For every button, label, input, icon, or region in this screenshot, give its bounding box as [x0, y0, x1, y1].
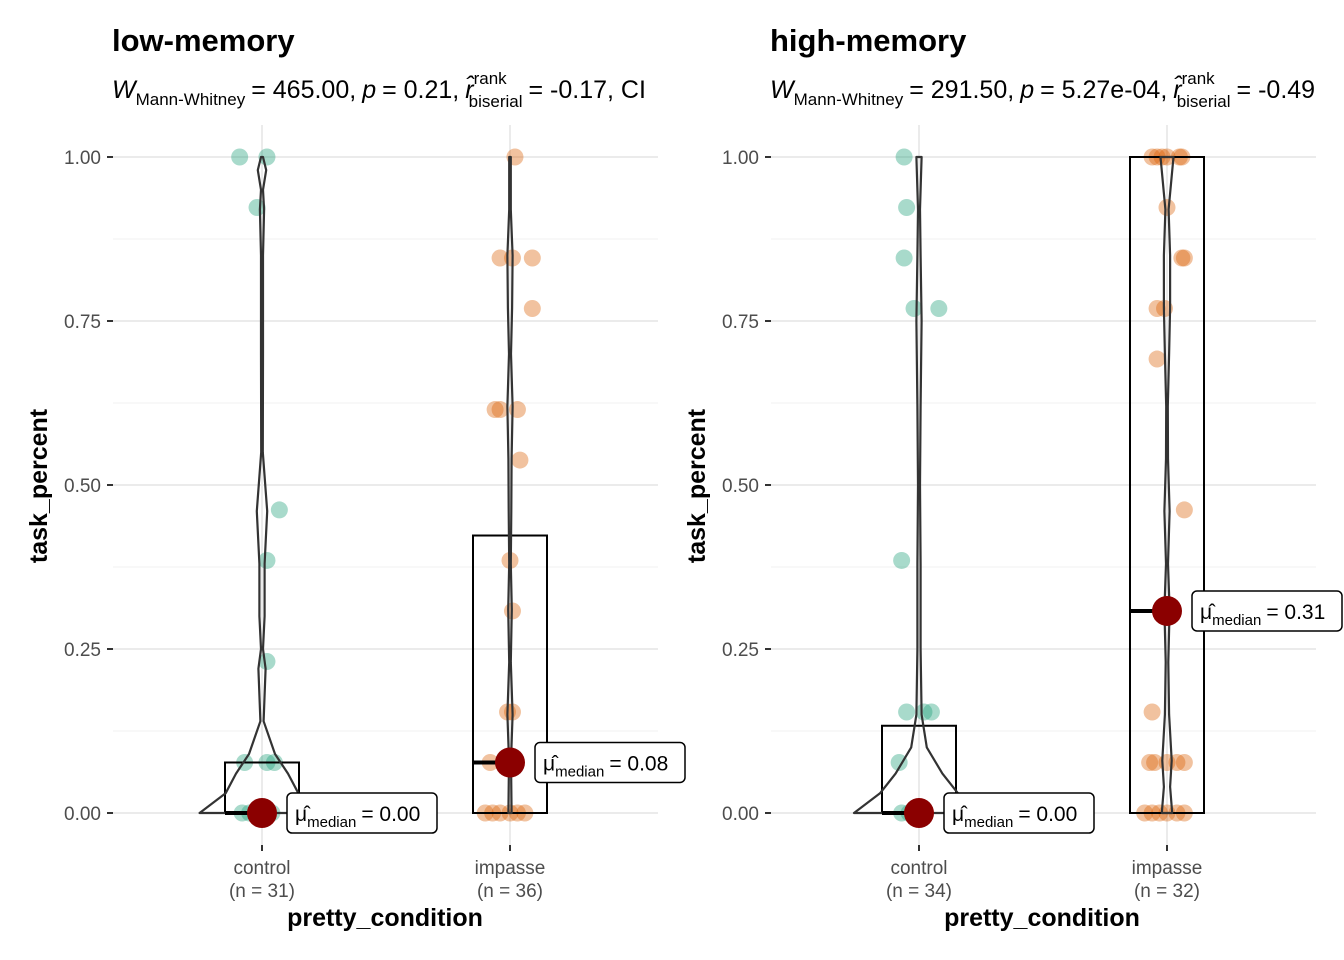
x-tick-label: impasse	[475, 858, 546, 879]
gridlines	[113, 125, 658, 845]
y-axis: 0.00 0.25 0.50 0.75 1.00	[64, 148, 113, 825]
data-point	[511, 451, 529, 469]
y-tick-label: 1.00	[722, 148, 759, 169]
data-point	[1173, 249, 1191, 267]
median-label-text: μ̂median = 0.31	[1200, 601, 1325, 629]
data-point	[523, 249, 541, 267]
y-tick-label: 0.75	[722, 312, 759, 333]
violin	[852, 155, 986, 815]
y-tick-label: 0.50	[722, 476, 759, 497]
data-point	[895, 148, 913, 166]
group-impasse: impasse(n = 36) μ̂median = 0.08	[472, 148, 686, 902]
median-point	[1152, 595, 1182, 626]
data-point	[905, 300, 923, 318]
data-point	[1175, 753, 1193, 771]
x-tick-n-label: (n = 31)	[229, 881, 295, 902]
data-point	[486, 401, 504, 419]
panel-subtitle: WMann-Whitney = 465.00, p = 0.21, r̂rank bise…	[112, 69, 646, 111]
y-tick-label: 1.00	[64, 148, 101, 169]
svg-text:WMann-Whitney= 291.50,p= 5.27e: WMann-Whitney = 291.50, p = 5.27e-04, r̂rank…	[770, 69, 1315, 111]
data-point	[890, 753, 908, 771]
violin	[198, 155, 326, 815]
plot-area: 0.00 0.25 0.50 0.75 1.00 control(n = 34) μ̂med…	[722, 125, 1343, 902]
y-axis: 0.00 0.25 0.50 0.75 1.00	[722, 148, 771, 825]
group-control: control(n = 34) μ̂median = 0.00	[852, 148, 1095, 902]
data-point	[1175, 249, 1193, 267]
data-point	[893, 551, 911, 569]
group-control: control(n = 31) μ̂median = 0.00	[198, 148, 438, 902]
median-label: μ̂median = 0.00	[286, 792, 438, 834]
svg-text:WMann-Whitney= 465.00,p= 0.21,: WMann-Whitney = 465.00, p = 0.21, r̂rank bise…	[112, 69, 646, 111]
y-tick-label: 0.75	[64, 312, 101, 333]
data-point	[1148, 350, 1166, 368]
y-tick-label: 0.00	[722, 804, 759, 825]
group-impasse: impasse(n = 32) μ̂median = 0.31	[1129, 148, 1343, 902]
data-point	[915, 703, 933, 721]
data-point	[258, 148, 276, 166]
x-tick-label: control	[233, 858, 290, 879]
data-point	[231, 148, 249, 166]
median-label-box	[943, 792, 1095, 834]
median-label: μ̂median = 0.00	[943, 792, 1095, 834]
panel-subtitle: WMann-Whitney = 291.50, p = 5.27e-04, r̂rank…	[770, 69, 1315, 111]
x-tick-n-label: (n = 36)	[477, 881, 543, 902]
data-point	[1175, 501, 1193, 519]
data-point	[523, 300, 541, 318]
data-point	[1158, 199, 1176, 217]
panel-title: high-memory	[770, 23, 967, 58]
y-axis-title: task_percent	[25, 408, 53, 563]
data-point	[895, 249, 913, 267]
median-label: μ̂median = 0.08	[534, 741, 686, 784]
data-point	[898, 199, 916, 217]
y-tick-label: 0.50	[64, 476, 101, 497]
data-point	[930, 300, 948, 318]
data-point	[258, 551, 276, 569]
data-point	[1148, 300, 1166, 318]
median-point	[904, 798, 934, 828]
median-point	[247, 798, 277, 828]
x-tick-n-label: (n = 34)	[886, 881, 952, 902]
data-point	[898, 703, 916, 721]
median-label-box	[534, 741, 686, 784]
x-tick-label: impasse	[1132, 858, 1203, 879]
panel-low-memory: low-memory WMann-Whitney = 465.00, p = 0.21…	[25, 23, 686, 932]
data-point	[491, 249, 509, 267]
y-tick-label: 0.25	[722, 640, 759, 661]
median-point	[495, 747, 525, 778]
plot-area: 0.00 0.25 0.50 0.75 1.00 control(n = 31) μ̂med…	[64, 125, 686, 902]
y-axis-title: task_percent	[683, 408, 711, 563]
data-point	[1146, 753, 1164, 771]
median-label-box	[286, 792, 438, 834]
data-point	[1143, 703, 1161, 721]
x-axis-title: pretty_condition	[944, 904, 1140, 932]
violin	[506, 155, 514, 815]
x-axis-title: pretty_condition	[287, 904, 483, 932]
y-tick-label: 0.25	[64, 640, 101, 661]
data-point	[491, 401, 509, 419]
x-tick-n-label: (n = 32)	[1134, 881, 1200, 902]
gridlines	[771, 125, 1316, 845]
data-point	[258, 652, 276, 670]
median-label: μ̂median = 0.31	[1191, 590, 1343, 632]
y-tick-label: 0.00	[64, 804, 101, 825]
median-label-text: μ̂median = 0.00	[295, 803, 420, 831]
panel-high-memory: high-memory WMann-Whitney = 291.50, p = 5.2…	[683, 23, 1343, 932]
data-point	[922, 703, 940, 721]
median-label-text: μ̂median = 0.00	[952, 803, 1077, 831]
data-point	[1141, 753, 1159, 771]
median-label-text: μ̂median = 0.08	[543, 752, 668, 780]
median-label-box	[1191, 590, 1343, 632]
data-point	[270, 501, 288, 519]
x-tick-label: control	[890, 858, 947, 879]
panel-title: low-memory	[112, 23, 295, 58]
